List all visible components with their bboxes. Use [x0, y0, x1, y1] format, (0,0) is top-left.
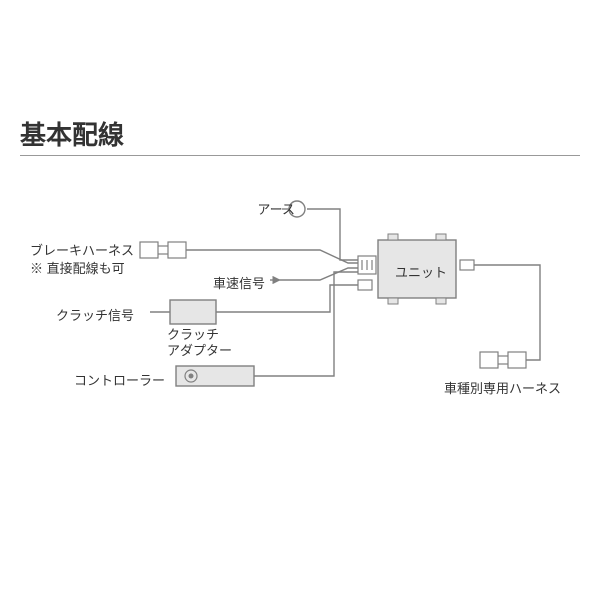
wire-vehicle-harness [474, 265, 540, 360]
clutch-adapter-box [170, 300, 216, 324]
unit-left-connector [358, 256, 376, 274]
page-title: 基本配線 [20, 115, 124, 152]
brake-connector-pair [140, 242, 186, 258]
wire-controller [254, 272, 358, 376]
vehicle-harness-label: 車種別専用ハーネス [444, 378, 561, 397]
ground-label: アース [245, 199, 295, 218]
title-underline [20, 155, 580, 156]
speed-signal-label: 車速信号 [213, 273, 265, 292]
vehicle-harness-connector-pair [480, 352, 526, 368]
unit-right-connector [460, 260, 474, 270]
unit-label: ユニット [395, 262, 447, 281]
controller-box [176, 366, 254, 386]
controller-label: コントローラー [74, 370, 165, 389]
clutch-adapter-label: クラッチ アダプター [167, 327, 232, 360]
unit-left-connector-small [358, 280, 372, 290]
clutch-signal-label: クラッチ信号 [56, 305, 134, 324]
wiring-diagram [0, 160, 600, 510]
brake-note-label: ※ 直接配線も可 [30, 258, 125, 277]
wire-brake [186, 250, 358, 263]
wire-ground [307, 209, 358, 260]
wire-speed [280, 268, 358, 280]
brake-harness-label: ブレーキハーネス [30, 240, 134, 259]
